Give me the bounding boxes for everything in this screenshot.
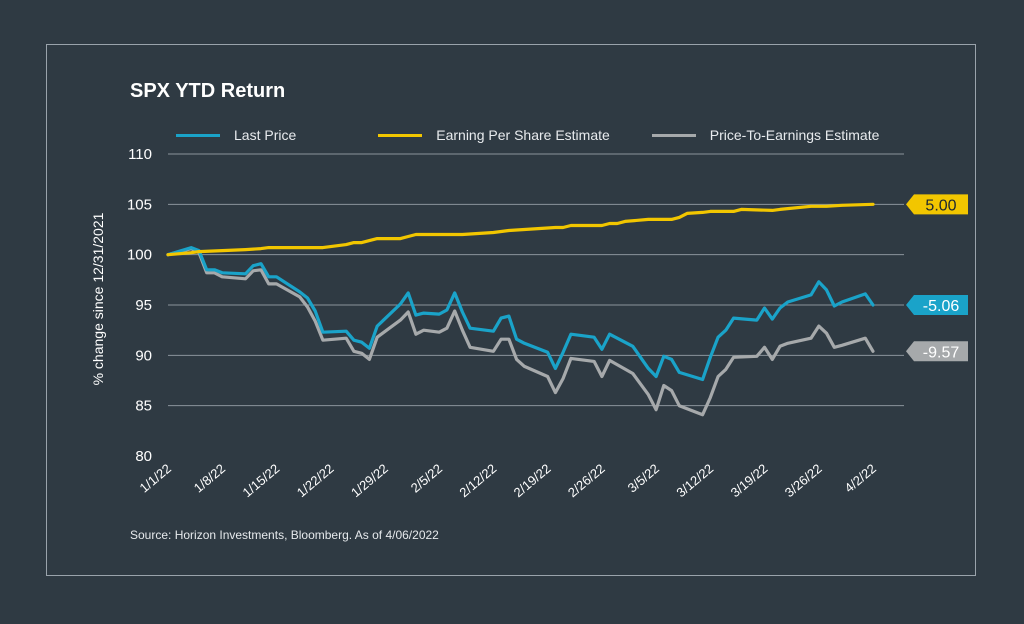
legend-item-pe-estimate: Price-To-Earnings Estimate [651,127,880,143]
x-tick-label: 3/12/22 [673,461,716,500]
legend-swatch-last-price [176,133,220,137]
x-tick-label: 1/1/22 [137,461,174,496]
y-tick-label: 105 [127,196,152,213]
x-tick-label: 1/8/22 [191,461,228,496]
legend-item-eps-estimate: Earning Per Share Estimate [378,127,610,143]
x-tick-label: 2/26/22 [565,461,608,500]
end-value-label: 5.00 [925,197,956,214]
x-tick-label: 3/19/22 [728,461,771,500]
series-line-earning-per-share-estimate [166,202,875,257]
chart-legend: Last Price Earning Per Share Estimate Pr… [176,124,879,146]
chart-title: SPX YTD Return [130,80,286,102]
y-tick-label: 95 [135,297,152,314]
legend-label-eps-estimate: Earning Per Share Estimate [436,127,610,143]
y-tick-label: 80 [135,448,152,465]
x-tick-label: 2/5/22 [408,461,445,496]
x-tick-label: 3/26/22 [782,461,825,500]
legend-label-last-price: Last Price [234,127,297,143]
series-line-last-price [166,246,875,382]
legend-item-last-price: Last Price [176,127,296,143]
x-tick-label: 1/29/22 [348,461,391,500]
y-tick-label: 100 [127,247,152,264]
legend-swatch-eps-estimate [378,133,423,137]
x-tick-label: 3/5/22 [625,461,662,496]
chart-frame [46,44,976,576]
y-tick-label: 90 [135,347,152,364]
y-tick-label: 85 [135,398,152,415]
series-line-price-to-earnings-estimate [166,247,875,417]
x-tick-label: 1/22/22 [294,461,337,500]
y-axis-title: % change since 12/31/2021 [90,212,106,385]
end-value-badge [906,194,968,215]
x-tick-label: 2/19/22 [511,461,554,500]
end-value-badge [906,341,968,362]
x-tick-label: 1/15/22 [240,461,283,500]
end-value-label: -9.57 [923,344,960,361]
end-value-badge [906,295,968,315]
y-tick-label: 110 [128,146,152,163]
x-tick-label: 2/12/22 [456,461,499,500]
x-tick-label: 4/2/22 [842,461,879,496]
legend-label-pe-estimate: Price-To-Earnings Estimate [709,127,880,143]
legend-swatch-pe-estimate [651,133,696,137]
source-note: Source: Horizon Investments, Bloomberg. … [130,528,439,542]
end-value-label: -5.06 [923,298,960,315]
